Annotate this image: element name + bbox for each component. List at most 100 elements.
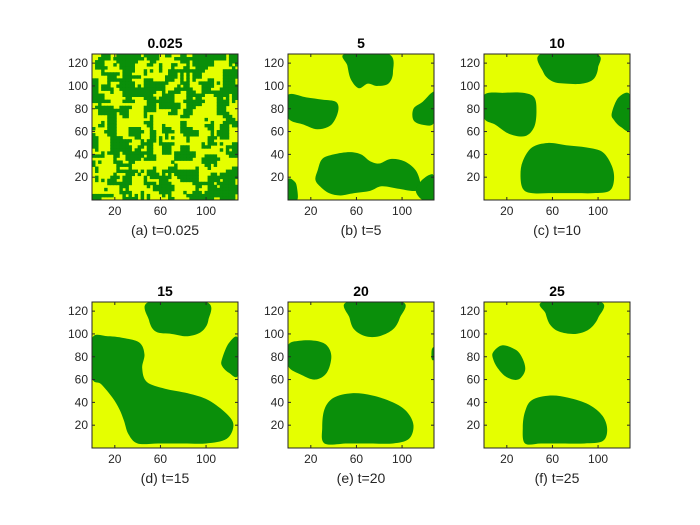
phase-cell [198,190,202,195]
phase-cell [186,102,190,107]
phase-cell [210,184,215,189]
phase-cell [222,54,227,58]
phase-cell [228,193,233,198]
phase-cell [228,87,233,91]
phase-cell [134,90,139,94]
phase-cell [183,60,187,64]
axes-box [91,301,239,449]
phase-cell [168,99,172,104]
phase-cell [128,163,132,167]
x-tick-label: 60 [546,452,560,466]
phase-cell [183,157,187,161]
phase-cell [219,193,224,198]
phase-cell [128,178,132,183]
phase-cell [128,181,132,186]
axes-box [483,53,631,201]
phase-cell [189,108,193,113]
phase-cell [158,175,163,180]
phase-cell [210,160,215,164]
phase-cell [210,139,215,143]
phase-cell [125,78,129,82]
phase-cell [131,84,135,88]
phase-cell [161,193,166,198]
phase-cell [213,172,218,177]
phase-cell [165,187,169,192]
phase-cell [113,181,117,186]
phase-cell [186,81,190,85]
phase-cell [189,151,193,155]
phase-cell [195,93,199,97]
phase-cell [113,172,117,177]
phase-cell [122,72,126,76]
x-tick-label: 60 [350,452,364,466]
phase-cell [119,163,123,167]
panel-caption: (d) t=15 [141,470,190,486]
phase-cell [107,178,111,183]
phase-cell [234,57,238,61]
phase-cell [101,178,105,183]
phase-cell [152,166,157,170]
phase-cell [204,81,208,85]
phase-cell [231,99,236,104]
phase-cell [234,190,238,195]
y-tick-label: 20 [75,418,89,432]
phase-cell [213,93,218,97]
phase-cell [222,196,227,200]
phase-cell [213,160,218,164]
phase-cell [210,57,215,61]
phase-cell [149,145,154,149]
phase-cell [128,105,132,110]
phase-cell [95,81,99,85]
phase-cell [171,90,175,94]
phase-cell [234,87,238,91]
phase-cell [213,57,218,61]
phase-cell [125,181,129,186]
panel-caption: (b) t=5 [341,222,382,238]
phase-cell [119,145,123,149]
phase-cell [140,57,145,61]
phase-cell [137,145,142,149]
phase-cell [228,178,233,183]
phase-cell [174,172,178,177]
phase-cell [128,93,132,97]
phase-cell [149,123,154,128]
phase-cell [234,120,238,125]
phase-cell [119,190,123,195]
phase-cell [110,108,114,113]
phase-cell [213,193,218,198]
phase-cell [149,84,154,88]
phase-cell [207,187,212,192]
phase-cell [216,108,221,113]
phase-cell [192,190,196,195]
phase-cell [119,148,123,152]
phase-cell [98,99,102,104]
phase-cell [134,60,139,64]
phase-cell [128,78,132,82]
phase-cell [95,93,99,97]
phase-cell [149,175,154,180]
phase-cell [143,54,148,58]
phase-cell [152,184,157,189]
phase-cell [216,93,221,97]
phase-cell [222,193,227,198]
phase-cell [125,90,129,94]
phase-cell [186,90,190,94]
phase-cell [201,90,205,94]
phase-cell [207,181,212,186]
phase-cell [113,142,117,146]
phase-cell [122,163,126,167]
phase-cell [122,142,126,146]
phase-cell [131,66,135,70]
phase-cell [186,75,190,79]
phase-cell [186,130,190,134]
y-tick-label: 60 [467,373,481,387]
phase-cell [134,196,139,200]
phase-cell [98,96,102,101]
phase-cell [137,151,142,155]
phase-cell [183,151,187,155]
phase-cell [216,133,221,137]
phase-cell [146,193,151,198]
phase-cell [143,93,148,97]
phase-cell [116,166,120,170]
phase-cell [146,87,151,91]
